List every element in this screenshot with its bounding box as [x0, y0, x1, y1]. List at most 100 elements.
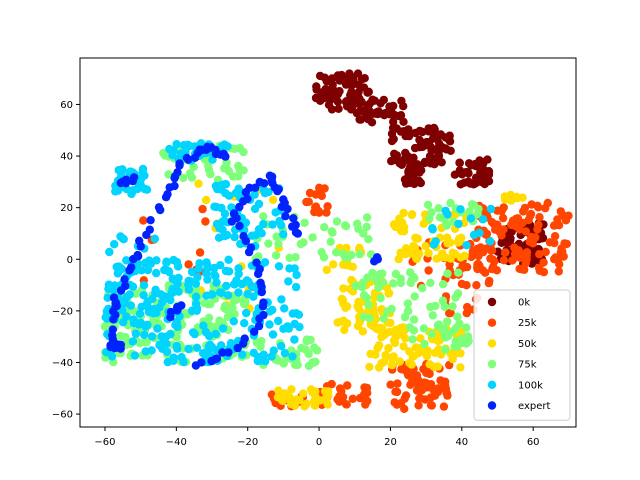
data-point-4 — [240, 319, 249, 328]
data-point-3 — [204, 313, 214, 322]
data-point-3 — [420, 339, 429, 349]
data-point-3 — [326, 237, 335, 246]
data-point-0 — [426, 159, 435, 168]
data-point-2 — [322, 265, 331, 275]
data-point-1 — [521, 259, 530, 268]
data-point-3 — [319, 253, 329, 262]
data-point-0 — [328, 80, 337, 90]
data-point-4 — [139, 281, 149, 290]
data-point-4 — [454, 219, 463, 229]
data-point-2 — [413, 234, 422, 243]
data-point-1 — [535, 250, 544, 259]
data-point-4 — [469, 230, 479, 240]
data-point-0 — [364, 115, 373, 124]
data-point-0 — [437, 158, 446, 167]
y-tick-label: −40 — [52, 358, 73, 369]
data-point-3 — [332, 217, 342, 226]
data-point-0 — [326, 95, 335, 104]
data-point-4 — [268, 220, 277, 229]
data-point-3 — [264, 239, 273, 248]
data-point-0 — [389, 117, 398, 127]
data-point-2 — [358, 327, 368, 336]
data-point-4 — [253, 356, 262, 366]
data-point-3 — [391, 269, 401, 279]
data-point-0 — [410, 179, 419, 189]
data-point-2 — [443, 239, 452, 248]
data-point-2 — [341, 303, 350, 312]
data-point-0 — [311, 93, 321, 103]
data-point-4 — [224, 255, 233, 264]
data-point-4 — [192, 343, 202, 352]
data-point-4 — [139, 291, 148, 300]
x-axis: −60 −40 −20 0 20 40 60 — [94, 427, 540, 448]
data-point-3 — [200, 298, 209, 308]
data-point-0 — [371, 109, 380, 118]
data-point-5 — [240, 334, 249, 343]
data-point-1 — [335, 384, 345, 393]
data-point-4 — [216, 341, 226, 350]
data-point-5 — [177, 301, 186, 310]
data-point-4 — [203, 261, 212, 270]
data-point-1 — [195, 248, 205, 257]
data-point-0 — [463, 168, 473, 177]
data-point-5 — [259, 310, 268, 320]
data-point-2 — [371, 315, 380, 324]
data-point-3 — [378, 269, 387, 278]
data-point-4 — [205, 331, 214, 341]
data-point-4 — [288, 309, 297, 318]
data-point-1 — [302, 197, 311, 207]
data-point-2 — [454, 238, 463, 247]
data-point-3 — [389, 279, 398, 288]
data-point-2 — [369, 307, 379, 317]
x-tick-label: 20 — [384, 437, 397, 448]
data-point-3 — [362, 293, 371, 302]
data-point-4 — [160, 265, 169, 275]
data-point-1 — [391, 387, 400, 396]
data-point-4 — [136, 318, 145, 327]
data-point-0 — [334, 104, 343, 114]
data-point-2 — [424, 249, 433, 258]
data-point-2 — [386, 318, 395, 328]
data-point-2 — [377, 326, 387, 335]
data-point-2 — [407, 210, 417, 220]
data-point-3 — [293, 360, 302, 370]
data-point-4 — [260, 258, 270, 267]
x-tick-label: −20 — [237, 437, 258, 448]
data-point-4 — [179, 357, 188, 367]
y-axis: −60 −40 −20 0 20 40 60 — [52, 100, 80, 421]
data-point-2 — [423, 346, 432, 355]
data-point-1 — [415, 394, 424, 403]
data-point-4 — [140, 330, 149, 340]
data-point-5 — [146, 216, 155, 225]
data-point-4 — [268, 330, 278, 339]
data-point-4 — [212, 220, 222, 229]
data-point-1 — [482, 229, 492, 239]
data-point-4 — [161, 332, 171, 341]
data-point-4 — [260, 189, 270, 198]
data-point-3 — [259, 212, 268, 221]
data-point-4 — [135, 309, 145, 318]
data-point-4 — [249, 348, 258, 358]
data-point-4 — [173, 344, 182, 353]
data-point-4 — [238, 350, 247, 359]
data-point-0 — [455, 158, 464, 168]
data-point-3 — [376, 294, 385, 303]
data-point-3 — [405, 268, 415, 277]
data-point-3 — [347, 250, 356, 260]
data-point-1 — [322, 208, 331, 217]
data-point-4 — [235, 186, 244, 195]
data-point-4 — [171, 320, 180, 330]
data-point-1 — [305, 188, 315, 198]
plot-frame — [79, 57, 577, 428]
data-point-3 — [419, 324, 429, 333]
data-point-2 — [448, 248, 457, 257]
legend-label: 75k — [518, 360, 537, 371]
data-point-4 — [147, 332, 157, 341]
data-point-3 — [454, 268, 463, 277]
data-point-1 — [443, 391, 452, 400]
data-point-1 — [413, 379, 422, 389]
data-point-4 — [210, 270, 219, 279]
data-point-1 — [539, 258, 548, 267]
data-point-5 — [182, 153, 192, 163]
data-point-2 — [388, 353, 398, 362]
